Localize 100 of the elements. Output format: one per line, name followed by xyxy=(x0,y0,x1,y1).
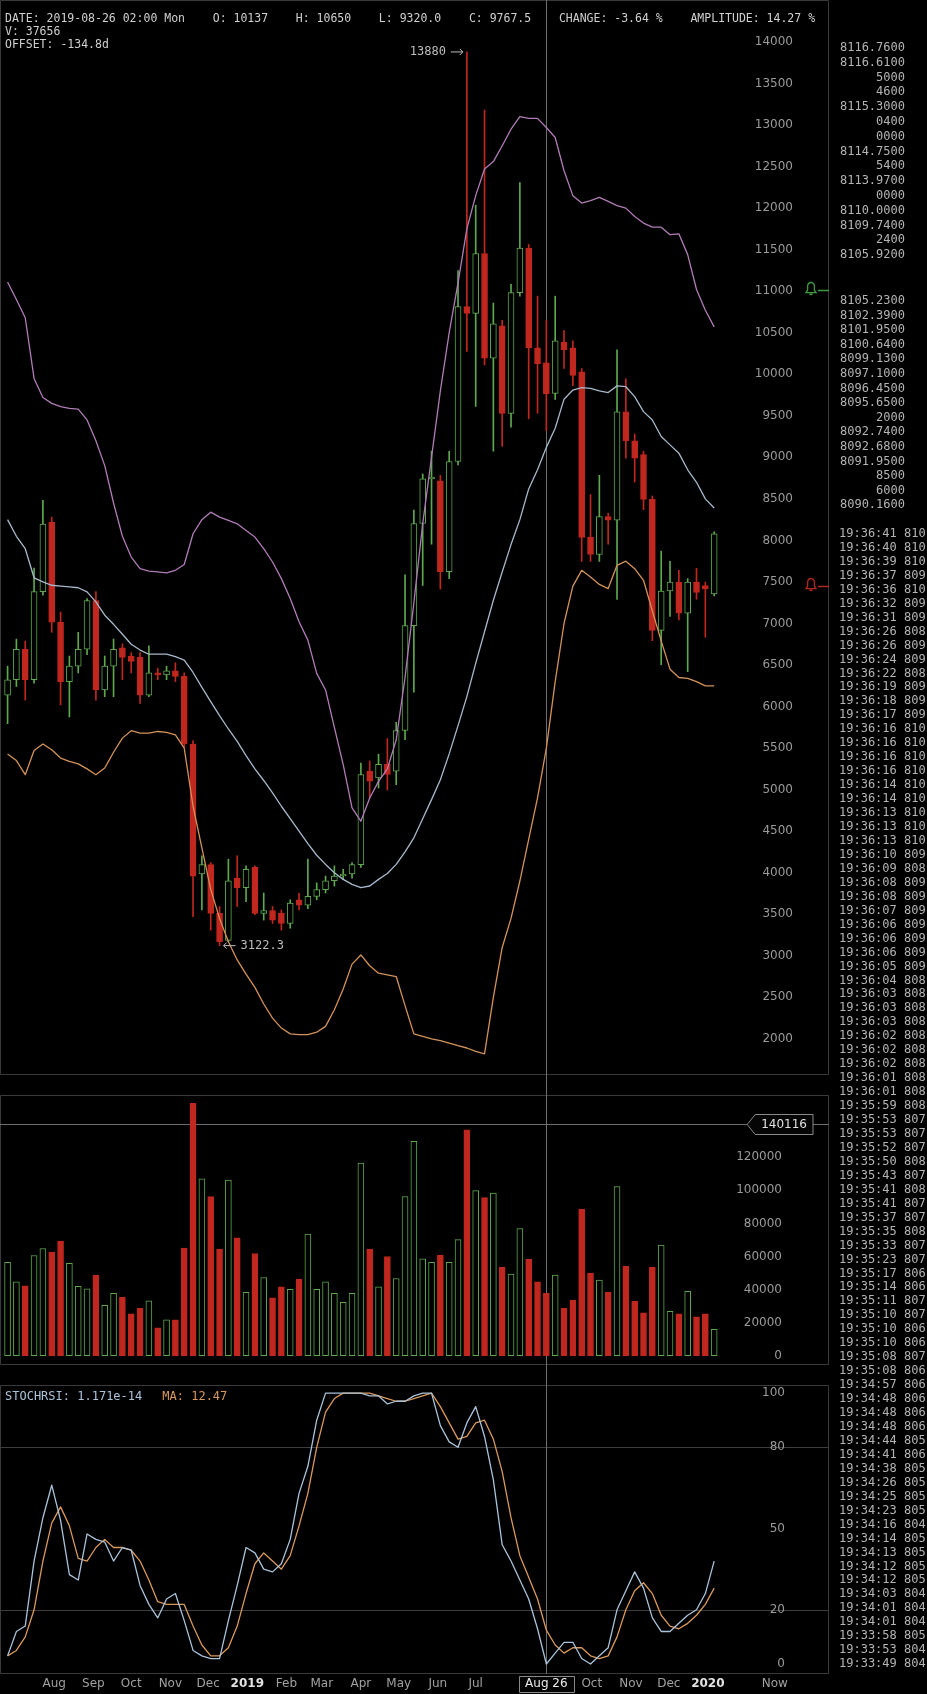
y-tick-label: 7500 xyxy=(762,574,793,589)
text: 19:36:02 808 xyxy=(839,1042,927,1058)
text: 19:35:52 807 xyxy=(839,1139,927,1155)
text: 19:36:26 808 xyxy=(839,623,927,639)
text: 19:34:16 804 xyxy=(839,1516,927,1532)
text: 19:36:37 809 xyxy=(839,567,927,583)
text: 5000 xyxy=(875,69,905,85)
text: 19:35:23 807 xyxy=(839,1251,927,1267)
y-tick-label: 10000 xyxy=(754,366,793,381)
text: 19:36:13 810 xyxy=(839,832,927,848)
y-tick-label: 13500 xyxy=(754,75,793,90)
text: 2400 xyxy=(875,232,905,248)
text: 0400 xyxy=(875,113,905,129)
text: 19:34:48 806 xyxy=(839,1419,927,1434)
x-tick-label: Sep xyxy=(82,1676,105,1691)
text: 19:35:43 807 xyxy=(839,1167,927,1183)
text: 19:36:08 809 xyxy=(839,888,927,904)
text: 19:36:41 810 xyxy=(839,526,927,541)
y-tick-label: 2000 xyxy=(762,1030,793,1045)
text: 19:36:06 809 xyxy=(839,944,927,960)
text: 19:35:17 806 xyxy=(839,1265,927,1281)
text: 8116.6100 xyxy=(838,54,905,70)
annotation: DATE: 2019-08-26 02:00 Mon O: 10137 H: 10650 L: 9320.0 C: 9767.5 CHANGE: -3.64 % AMPLITUDE: 14.27 % xyxy=(5,11,816,25)
x-tick-label: Nov xyxy=(619,1676,643,1691)
text: 19:34:12 805 xyxy=(839,1558,927,1574)
y-tick-label: 7000 xyxy=(762,615,793,630)
y-tick-label: 20000 xyxy=(743,1314,782,1329)
y-tick-label: 11000 xyxy=(754,283,793,298)
text: 19:36:04 808 xyxy=(839,972,927,988)
text: 19:35:53 807 xyxy=(839,1112,927,1127)
y-tick-label: 100000 xyxy=(736,1182,782,1197)
y-tick-label: 20 xyxy=(769,1601,785,1616)
x-tick-label: Apr xyxy=(350,1676,372,1691)
text: 19:34:26 805 xyxy=(839,1474,927,1490)
text: 19:36:16 810 xyxy=(839,735,927,751)
text: 19:36:36 810 xyxy=(839,581,927,597)
x-tick-label: Feb xyxy=(275,1676,298,1691)
text: 19:34:44 805 xyxy=(839,1432,927,1448)
text: 19:33:58 805 xyxy=(839,1628,927,1644)
y-tick-label: 9500 xyxy=(762,407,793,422)
text: 8105.2300 xyxy=(838,293,905,308)
y-tick-label: 80 xyxy=(769,1439,785,1454)
x-tick-label: Dec xyxy=(657,1676,681,1691)
text: 19:35:50 808 xyxy=(839,1153,927,1169)
text: 6000 xyxy=(875,482,905,498)
text: 19:36:26 809 xyxy=(839,637,927,653)
text: 8116.7600 xyxy=(838,40,905,55)
annotation: OFFSET: -134.8d xyxy=(5,37,109,51)
text: 19:34:01 804 xyxy=(839,1614,927,1630)
y-tick-label: 14000 xyxy=(754,34,793,49)
text: 19:36:32 809 xyxy=(839,595,927,611)
y-tick-label: 2500 xyxy=(762,989,793,1004)
text: 5400 xyxy=(875,158,905,174)
text: 0000 xyxy=(875,128,905,144)
text: 19:35:37 807 xyxy=(839,1209,927,1225)
text: 19:36:06 809 xyxy=(839,930,927,946)
y-tick-label: 3000 xyxy=(762,947,793,962)
text: 19:34:14 805 xyxy=(839,1530,927,1546)
text: 8500 xyxy=(875,468,905,483)
text: 8100.6400 xyxy=(838,336,905,352)
x-tick-label: 2020 xyxy=(691,1676,725,1691)
x-tick-label: May xyxy=(386,1676,412,1691)
text: 8109.7400 xyxy=(838,217,905,233)
x-tick-label: Aug 26 xyxy=(525,1676,568,1691)
y-tick-label: 80000 xyxy=(743,1215,782,1230)
text: 2000 xyxy=(875,409,905,425)
text: 19:35:10 807 xyxy=(839,1307,927,1323)
text: 19:34:38 805 xyxy=(839,1460,927,1476)
y-tick-label: 13000 xyxy=(754,117,793,132)
text: 8097.1000 xyxy=(838,365,905,381)
text: 19:34:23 805 xyxy=(839,1502,927,1518)
text: 19:34:57 806 xyxy=(839,1377,927,1393)
text: 19:36:03 808 xyxy=(839,1014,927,1030)
text: 8095.6500 xyxy=(838,395,905,410)
y-tick-label: 11500 xyxy=(754,241,793,256)
text: 19:36:16 810 xyxy=(839,749,927,765)
text: 19:34:48 806 xyxy=(839,1405,927,1420)
y-tick-label: 100 xyxy=(762,1385,785,1400)
text: 19:35:11 807 xyxy=(839,1293,927,1309)
text: 19:36:31 809 xyxy=(839,609,927,625)
annotation: V: 37656 xyxy=(5,24,61,38)
text: 8113.9700 xyxy=(838,173,905,188)
text: 19:36:13 810 xyxy=(839,819,927,834)
text: 8102.3900 xyxy=(838,307,905,323)
y-tick-label: 12500 xyxy=(754,158,793,173)
text: 19:36:03 808 xyxy=(839,986,927,1002)
x-tick-label: Jul xyxy=(467,1676,483,1691)
text: 19:36:03 808 xyxy=(839,1000,927,1016)
y-tick-label: 50 xyxy=(769,1520,785,1535)
x-tick-label: Aug xyxy=(42,1676,66,1691)
text: 19:33:49 804 xyxy=(839,1656,927,1672)
text: 19:35:08 807 xyxy=(839,1349,927,1365)
x-tick-label: Oct xyxy=(581,1676,603,1691)
text: 19:34:48 806 xyxy=(839,1391,927,1407)
x-tick-label: Oct xyxy=(120,1676,142,1691)
text: 8092.7400 xyxy=(838,424,905,439)
text: 19:36:16 810 xyxy=(839,721,927,737)
y-tick-label: 5000 xyxy=(762,781,793,796)
text: 19:35:33 807 xyxy=(839,1237,927,1253)
text: 19:36:10 809 xyxy=(839,846,927,862)
